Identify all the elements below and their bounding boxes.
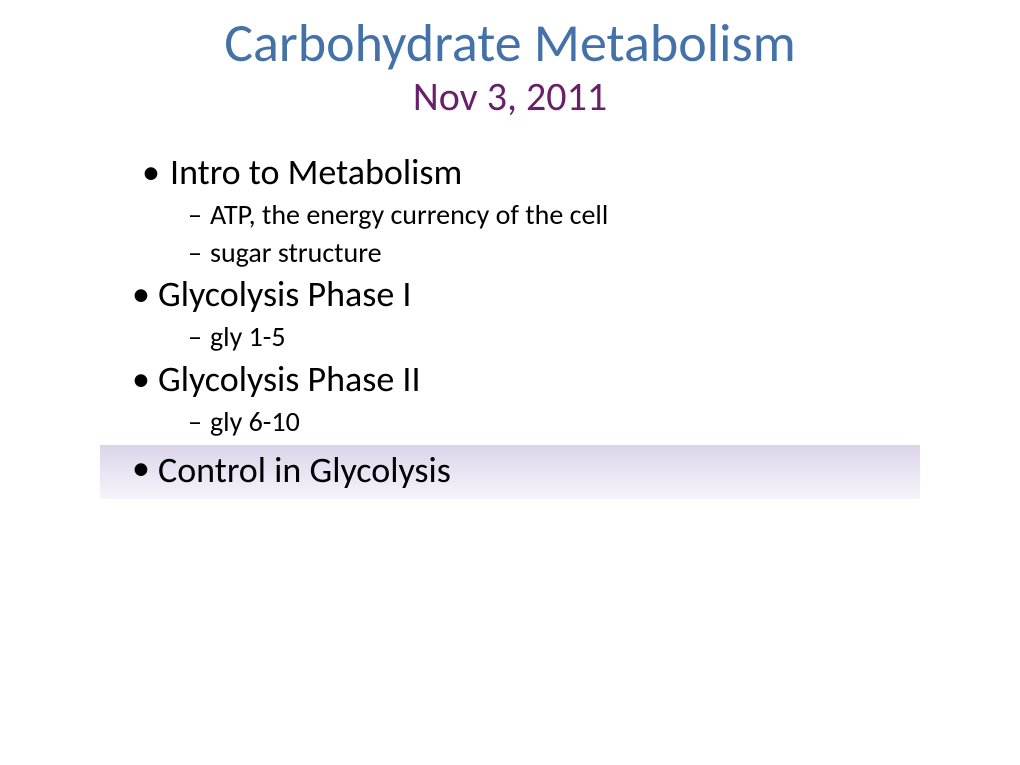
bullet-level2: gly 1-5 (100, 318, 920, 356)
bullet-level1: Glycolysis Phase I (100, 271, 920, 318)
bullet-level1: Control in Glycolysis (100, 445, 920, 500)
bullet-level1: Glycolysis Phase II (100, 356, 920, 403)
bullet-level2: ATP, the energy currency of the cell (100, 196, 920, 234)
slide-subtitle: Nov 3, 2011 (0, 72, 1020, 121)
title-block: Carbohydrate Metabolism Nov 3, 2011 (0, 0, 1020, 121)
bullet-level2: sugar structure (100, 234, 920, 272)
bullet-content: Intro to MetabolismATP, the energy curre… (100, 149, 920, 499)
slide-title: Carbohydrate Metabolism (0, 10, 1020, 76)
bullet-level1: Intro to Metabolism (100, 149, 920, 196)
bullet-level2: gly 6-10 (100, 403, 920, 441)
